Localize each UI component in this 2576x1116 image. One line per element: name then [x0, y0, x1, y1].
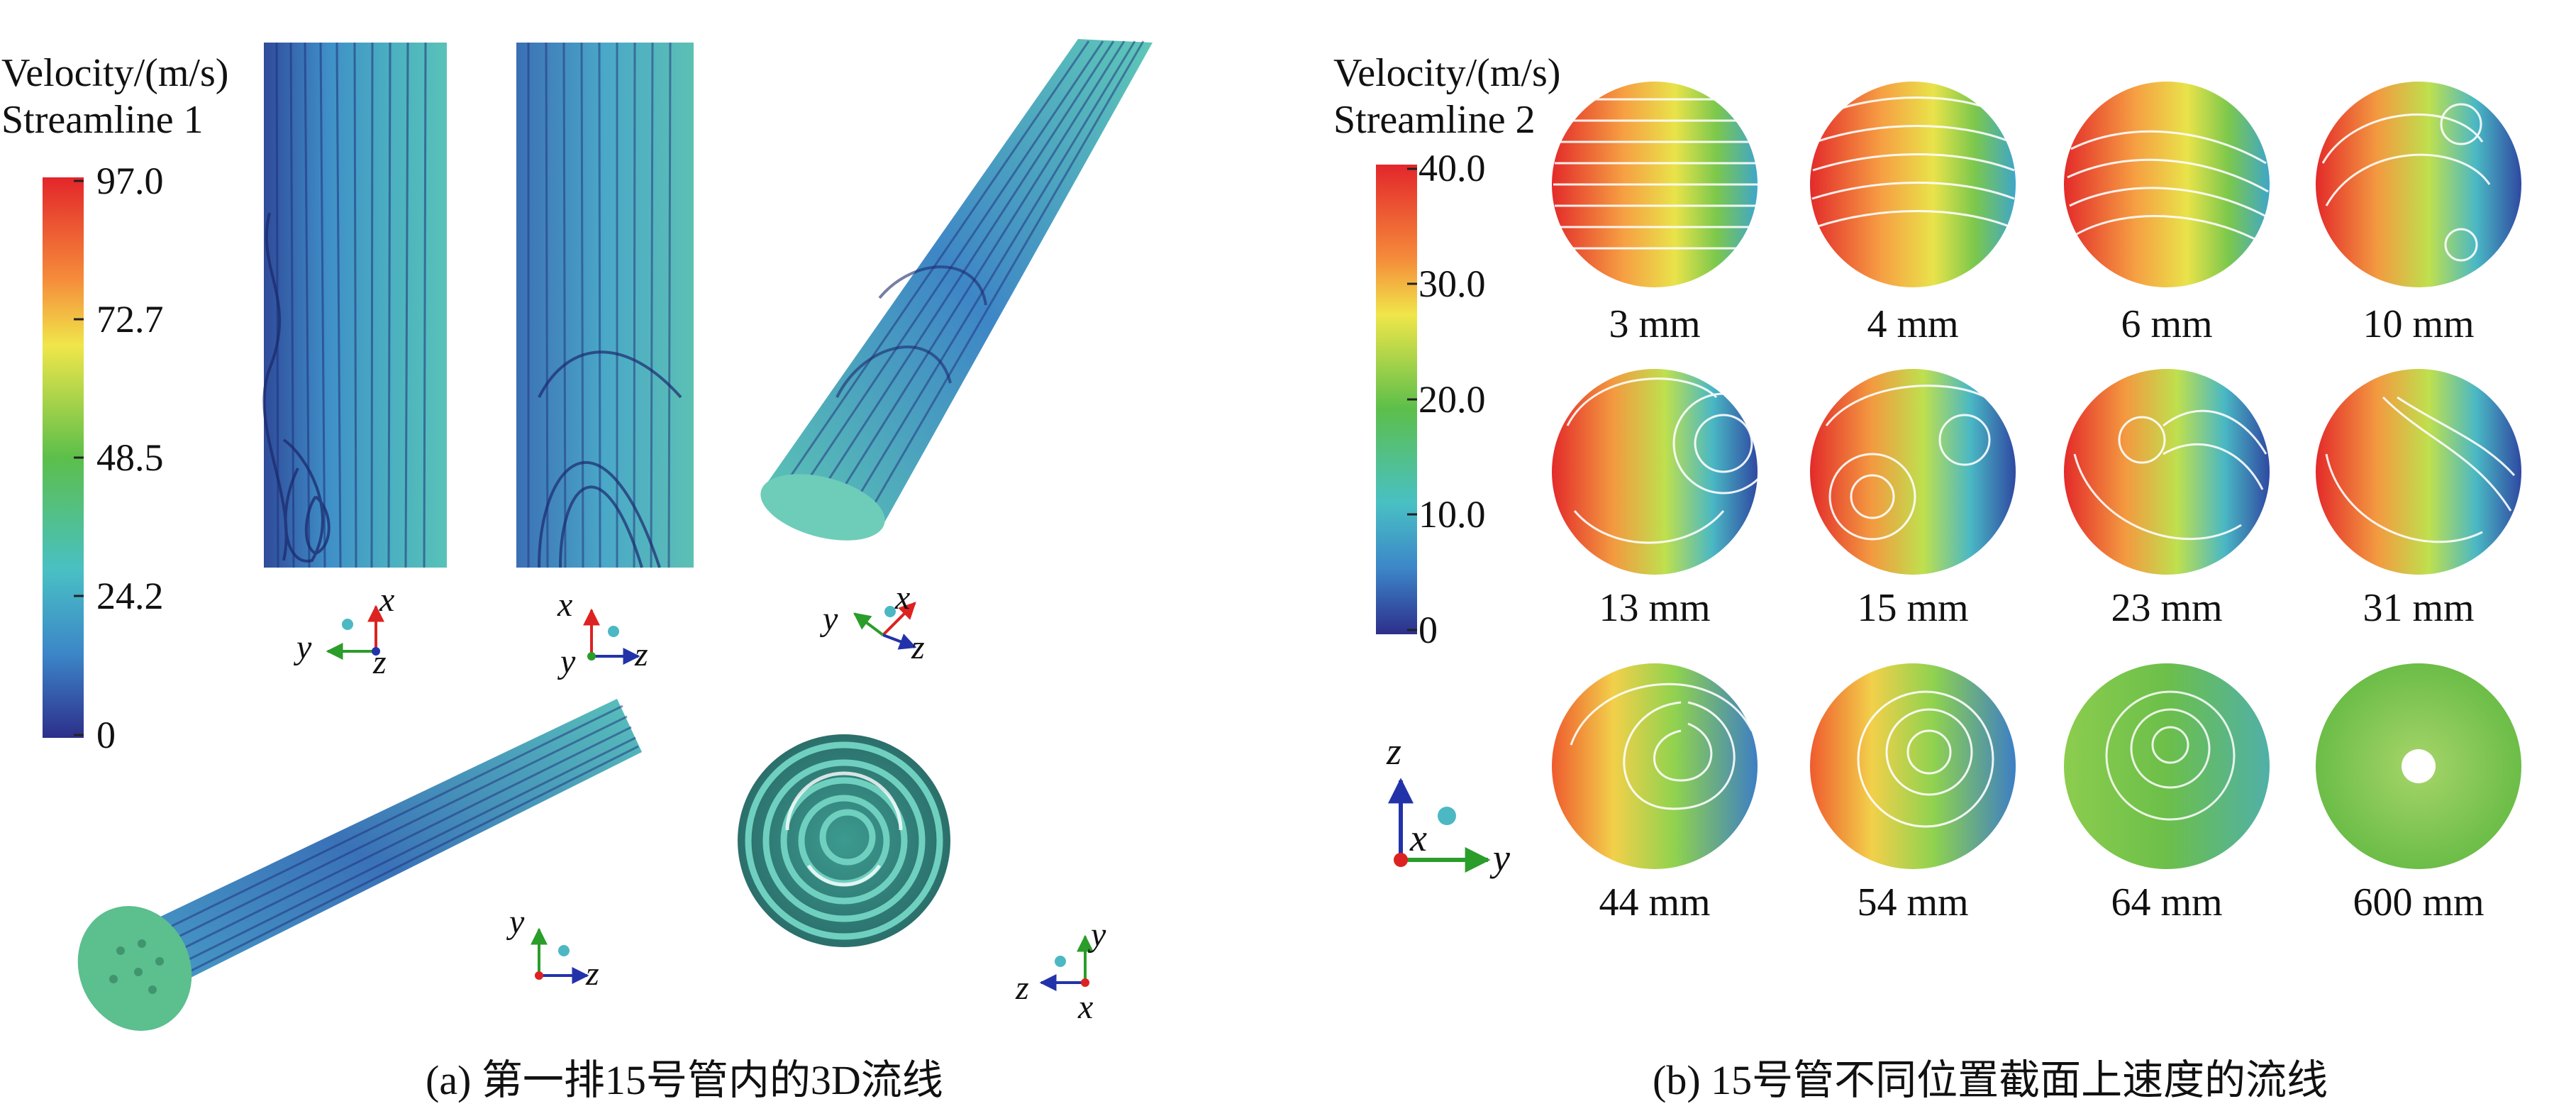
section-label-31mm: 31 mm	[2363, 586, 2475, 630]
triad-a-4-label-y: y	[509, 903, 525, 941]
triad-a-3-label-y: y	[823, 600, 838, 638]
section-label-54mm: 54 mm	[1857, 880, 1969, 924]
section-3mm-disc	[1552, 82, 1758, 287]
section-label-64mm: 64 mm	[2111, 880, 2223, 924]
section-23mm-disc	[2064, 369, 2270, 575]
section-label-23mm: 23 mm	[2111, 586, 2223, 630]
tube-end-view	[738, 734, 950, 947]
triad-a-1	[326, 604, 384, 660]
section-label-3mm: 3 mm	[1609, 302, 1701, 346]
section-10mm-disc	[2316, 82, 2521, 287]
section-label-44mm: 44 mm	[1599, 880, 1711, 924]
colorbar-b-ticks	[1407, 167, 1417, 631]
colorbar-b-title: Velocity/(m/s) Streamline 2	[1333, 50, 1560, 143]
colorbar-b-tick-4: 0	[1419, 609, 1438, 651]
tube-view-2	[516, 42, 694, 568]
colorbar-b-title-line2: Streamline 2	[1333, 98, 1536, 142]
colorbar-b-title-line1: Velocity/(m/s)	[1333, 51, 1561, 95]
colorbar-b-tick-3: 10.0	[1419, 493, 1486, 536]
section-600mm-disc	[2316, 663, 2521, 869]
section-label-6mm: 6 mm	[2121, 302, 2213, 346]
triad-a-5-label-y: y	[1091, 916, 1106, 954]
colorbar-a-tick-4: 0	[96, 714, 116, 756]
tube-view-1	[262, 42, 447, 568]
caption-a: (a) 第一排15号管内的3D流线	[426, 1057, 943, 1103]
triad-a-2-label-x: x	[557, 586, 573, 624]
triad-b-label-y: y	[1493, 836, 1510, 879]
triad-b	[1388, 778, 1491, 873]
section-6mm-disc	[2064, 82, 2270, 287]
colorbar-a-tick-1: 72.7	[96, 298, 164, 341]
section-13mm-disc	[1552, 369, 1775, 575]
colorbar-a-tick-2: 48.5	[96, 436, 164, 479]
triad-b-label-z: z	[1387, 730, 1402, 773]
section-label-13mm: 13 mm	[1599, 586, 1711, 630]
colorbar-a-tick-3: 24.2	[96, 575, 164, 617]
colorbar-a-ticks	[74, 179, 84, 736]
triad-a-1-label-z: z	[373, 643, 387, 681]
triad-a-1-label-x: x	[379, 581, 395, 619]
colorbar-b-tick-0: 40.0	[1419, 147, 1486, 189]
section-31mm-disc	[2316, 369, 2521, 575]
colorbar-a-title-line2: Streamline 1	[1, 98, 204, 142]
triad-a-4	[531, 927, 589, 984]
triad-a-5-label-x: x	[1078, 988, 1094, 1026]
triad-a-1-label-y: y	[296, 629, 312, 666]
triad-a-2-label-y: y	[560, 643, 576, 680]
triad-a-3-label-z: z	[911, 629, 925, 666]
colorbar-a-tick-0: 97.0	[96, 160, 164, 202]
triad-a-2-label-z: z	[635, 636, 648, 673]
caption-b: (b) 15号管不同位置截面上速度的流线	[1653, 1057, 2328, 1103]
colorbar-a-title: Velocity/(m/s) Streamline 1	[1, 50, 228, 143]
colorbar-b-tick-1: 30.0	[1419, 263, 1486, 305]
triad-b-label-x: x	[1410, 817, 1427, 859]
triad-a-4-label-z: z	[586, 955, 599, 993]
triad-a-5	[1039, 934, 1094, 991]
section-4mm-disc	[1810, 82, 2016, 287]
section-label-15mm: 15 mm	[1857, 586, 1969, 630]
section-44mm-disc	[1552, 663, 1758, 869]
triad-a-2	[583, 608, 640, 665]
tube-view-4	[77, 699, 642, 1031]
section-label-600mm: 600 mm	[2353, 880, 2485, 924]
colorbar-a-title-line1: Velocity/(m/s)	[1, 51, 229, 95]
triad-a-5-label-z: z	[1016, 969, 1029, 1007]
section-label-10mm: 10 mm	[2363, 302, 2475, 346]
colorbar-b-tick-2: 20.0	[1419, 378, 1486, 421]
section-64mm-disc	[2064, 663, 2270, 869]
section-15mm-disc	[1810, 369, 2016, 575]
section-label-4mm: 4 mm	[1867, 302, 1959, 346]
tube-view-3	[760, 39, 1153, 541]
triad-a-3-label-x: x	[895, 579, 911, 617]
triad-a-3	[853, 602, 917, 650]
section-54mm-disc	[1810, 663, 2016, 869]
